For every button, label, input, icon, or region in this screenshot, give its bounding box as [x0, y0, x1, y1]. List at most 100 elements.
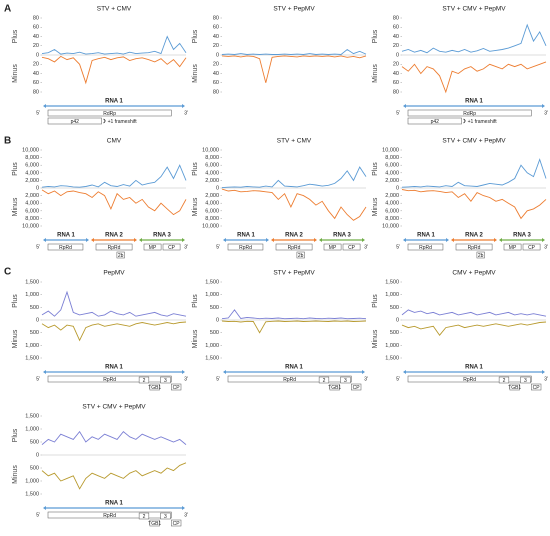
- chart-title: CMV + PepMV: [452, 270, 496, 277]
- y-axis-label: Plus: [192, 294, 199, 308]
- y-tick-label: 40: [213, 71, 219, 77]
- y-axis-label: Plus: [12, 162, 19, 176]
- gene-label: p42: [431, 119, 440, 125]
- arrow-head: [91, 238, 94, 242]
- arrow-head: [542, 238, 545, 242]
- end-label: 5': [396, 376, 400, 382]
- arrow-head: [182, 104, 185, 108]
- coverage-line: [221, 55, 367, 83]
- gene-label: 3: [164, 514, 167, 520]
- end-label: 3': [544, 110, 548, 116]
- y-tick-label: 80: [213, 89, 219, 95]
- coverage-line: [41, 164, 187, 188]
- y-axis-label: Plus: [12, 428, 19, 442]
- frameshift-icon: [463, 118, 466, 124]
- gene-label: RdRp: [103, 111, 116, 117]
- y-axis-label: Plus: [372, 29, 379, 43]
- y-axis-label: Minus: [192, 197, 199, 216]
- coverage-line: [41, 321, 187, 342]
- y-tick-label: 1,000: [25, 343, 39, 349]
- coverage-line: [41, 35, 187, 55]
- arrow-head: [223, 238, 226, 242]
- segment-label: RNA 1: [57, 233, 75, 239]
- coverage-line: [221, 309, 367, 320]
- panel-label: A: [4, 4, 11, 15]
- segment-label: RNA 1: [237, 233, 255, 239]
- y-tick-label: 40: [393, 34, 399, 40]
- gene-box: [455, 243, 493, 251]
- y-tick-label: 1,000: [25, 478, 39, 484]
- gene-box: [149, 383, 160, 391]
- gene-label: TGB1: [148, 385, 161, 391]
- y-axis-label: Plus: [192, 29, 199, 43]
- gene-box: [340, 376, 351, 384]
- y-tick-label: 6,000: [205, 208, 219, 214]
- y-axis-label: Plus: [372, 162, 379, 176]
- y-tick-label: 0: [396, 52, 399, 58]
- y-tick-label: 80: [33, 15, 39, 21]
- y-axis-label: Plus: [372, 294, 379, 308]
- coverage-line: [221, 188, 367, 221]
- y-tick-label: 4,000: [25, 170, 39, 176]
- coverage-line: [221, 320, 367, 334]
- segment-label: RNA 1: [285, 365, 303, 371]
- y-tick-label: 1,500: [385, 355, 399, 361]
- y-tick-label: 2,000: [205, 193, 219, 199]
- coverage-line: [401, 23, 547, 54]
- coverage-line: [401, 158, 547, 188]
- gene-box: [47, 117, 102, 125]
- chart-title: STV + CMV: [277, 138, 312, 145]
- segment-label: RNA 2: [465, 233, 483, 239]
- y-tick-label: 500: [210, 305, 219, 311]
- y-tick-label: 10,000: [22, 223, 39, 229]
- segment-label: RNA 1: [465, 365, 483, 371]
- gene-label: 2: [143, 514, 146, 520]
- gene-box: [47, 511, 172, 519]
- y-tick-label: 1,000: [385, 292, 399, 298]
- arrow-head: [403, 238, 406, 242]
- arrow-head: [446, 238, 449, 242]
- gene-box: [47, 243, 84, 251]
- segment-label: RNA 3: [153, 233, 171, 239]
- y-tick-label: 2,000: [205, 178, 219, 184]
- y-tick-label: 500: [30, 305, 39, 311]
- y-tick-label: 8,000: [205, 216, 219, 222]
- gene-label: 2b: [118, 253, 124, 259]
- y-tick-label: 1,000: [205, 292, 219, 298]
- gene-label: RpRd: [108, 245, 121, 251]
- y-tick-label: 500: [30, 330, 39, 336]
- arrow-head: [542, 104, 545, 108]
- arrow-head: [86, 238, 89, 242]
- gene-box: [116, 251, 125, 259]
- end-label: 3': [364, 376, 368, 382]
- y-axis-label: Minus: [372, 197, 379, 216]
- end-label: 3': [364, 244, 368, 250]
- arrow-head: [182, 238, 185, 242]
- y-tick-label: 1,000: [25, 292, 39, 298]
- end-label: 3': [184, 244, 188, 250]
- y-axis-label: Minus: [12, 329, 19, 348]
- y-tick-label: 10,000: [202, 223, 219, 229]
- gene-box: [407, 109, 532, 117]
- gene-box: [275, 243, 313, 251]
- arrow-head: [134, 238, 137, 242]
- gene-label: 2b: [478, 253, 484, 259]
- y-tick-label: 0: [396, 317, 399, 323]
- y-tick-label: 500: [390, 330, 399, 336]
- chart-title: STV + PepMV: [273, 6, 315, 13]
- gene-label: CP: [168, 245, 176, 251]
- gene-label: RpRd: [103, 377, 116, 383]
- y-tick-label: 6,000: [25, 208, 39, 214]
- gene-box: [323, 243, 342, 251]
- y-tick-label: 4,000: [205, 201, 219, 207]
- end-label: 5': [216, 244, 220, 250]
- gene-box: [520, 376, 531, 384]
- coverage-line: [41, 462, 187, 490]
- chart-title: STV + CMV + PepMV: [82, 404, 146, 411]
- y-tick-label: 2,000: [385, 193, 399, 199]
- arrow-head: [451, 238, 454, 242]
- y-tick-label: 2,000: [385, 178, 399, 184]
- y-axis-label: Minus: [12, 197, 19, 216]
- y-tick-label: 80: [393, 15, 399, 21]
- gene-box: [171, 383, 182, 391]
